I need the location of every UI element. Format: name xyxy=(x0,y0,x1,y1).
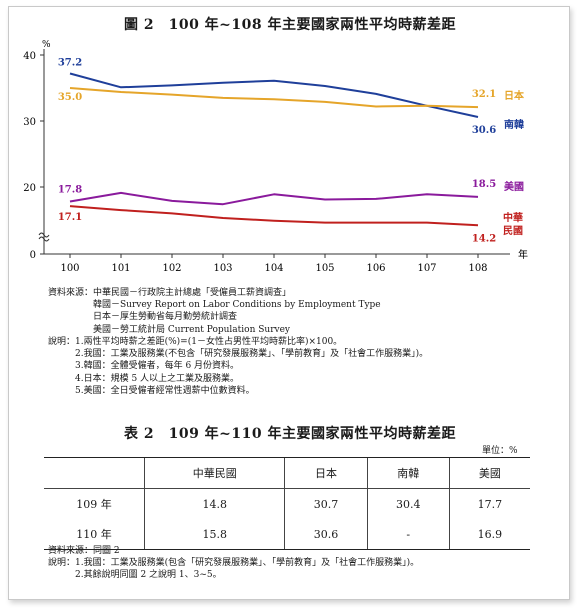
table-cell: 17.7 xyxy=(448,488,530,519)
table-cell: 30.6 xyxy=(284,519,368,550)
table-header-row: 中華民國 日本 南韓 美國 xyxy=(44,457,530,489)
table-title: 表 2 109 年~110 年主要國家兩性平均時薪差距 xyxy=(123,426,457,442)
wage-gap-table: 中華民國 日本 南韓 美國 109 年 14.8 30.7 30.4 17.7 … xyxy=(44,457,530,550)
x-tick-label: 100 xyxy=(60,263,79,274)
table-cell: 16.9 xyxy=(448,519,530,550)
y-tick-label: 40 xyxy=(23,51,36,62)
axis-break-mark xyxy=(38,236,50,242)
series-name-label: 美國 xyxy=(504,180,524,193)
x-axis-unit: 年 xyxy=(518,248,528,261)
table-cell: 30.7 xyxy=(284,488,368,519)
y-tick-label: 20 xyxy=(23,183,36,194)
table-row-year: 110 年 xyxy=(44,519,145,550)
series-name-label: 民國 xyxy=(503,225,523,237)
chart-explanation-notes: 說明：1.兩性平均時薪之差距(%)=(1－女性占男性平均時薪比率)×100。 2… xyxy=(48,337,429,396)
table-cell: - xyxy=(366,519,450,550)
x-tick-label: 106 xyxy=(366,263,385,274)
axis-break-mark xyxy=(38,232,50,238)
table-row: 110 年 15.8 30.6 - 16.9 xyxy=(44,519,530,550)
data-label: 17.1 xyxy=(58,212,82,223)
table-header-cell: 日本 xyxy=(284,457,368,489)
series-line xyxy=(69,72,479,118)
series-name-label: 日本 xyxy=(504,89,525,102)
data-label: 37.2 xyxy=(58,57,82,68)
series-name-label: 中華 xyxy=(503,211,523,224)
x-tick-label: 103 xyxy=(213,263,232,274)
series-line xyxy=(69,191,479,206)
table-header-cell: 美國 xyxy=(448,457,530,489)
table-header-cell: 南韓 xyxy=(366,457,450,489)
x-tick-label: 108 xyxy=(468,263,487,274)
data-label: 30.6 xyxy=(472,125,496,136)
table-header-cell: 中華民國 xyxy=(143,457,285,489)
x-tick-label: 107 xyxy=(417,263,436,274)
y-tick-label: 30 xyxy=(23,117,36,128)
chart-title: 圖 2 100 年~108 年主要國家兩性平均時薪差距 xyxy=(123,17,457,33)
table-source-note: 資料來源：同圖 2 xyxy=(48,546,120,556)
data-label: 35.0 xyxy=(58,92,82,103)
table-cell: 30.4 xyxy=(366,488,450,519)
table-row-year: 109 年 xyxy=(76,498,112,511)
chart-source-note: 資料來源：中華民國－行政院主計總處「受僱員工薪資調查」 韓國－Survey Re… xyxy=(48,288,381,335)
table-cell: 15.8 xyxy=(143,519,285,550)
y-axis-unit: % xyxy=(42,40,51,50)
data-label: 32.1 xyxy=(472,89,496,100)
series-line xyxy=(69,205,479,227)
x-tick-label: 101 xyxy=(111,263,130,274)
x-tick-label: 105 xyxy=(315,263,334,274)
table-explanation-notes: 說明：1.我國：工業及服務業(包含「研究發展服務業」、「學前教育」及「社會工作服… xyxy=(48,558,420,581)
x-tick-label: 104 xyxy=(264,263,283,274)
series-name-label: 南韓 xyxy=(504,118,524,131)
data-label: 17.8 xyxy=(58,185,82,196)
table-row: 109 年 14.8 30.7 30.4 17.7 xyxy=(44,488,530,519)
data-label: 18.5 xyxy=(472,179,496,190)
y-tick-label: 0 xyxy=(30,250,36,261)
table-cell: 14.8 xyxy=(143,488,285,519)
table-header-cell xyxy=(44,457,145,489)
line-chart: 0 20 30 40% 100 101 102 103 104 105 106 107 108 年 37.… xyxy=(23,40,528,274)
x-tick-label: 102 xyxy=(162,263,181,274)
table-unit: 單位：% xyxy=(482,446,518,456)
series-line xyxy=(69,87,479,109)
data-label: 14.2 xyxy=(472,233,496,244)
